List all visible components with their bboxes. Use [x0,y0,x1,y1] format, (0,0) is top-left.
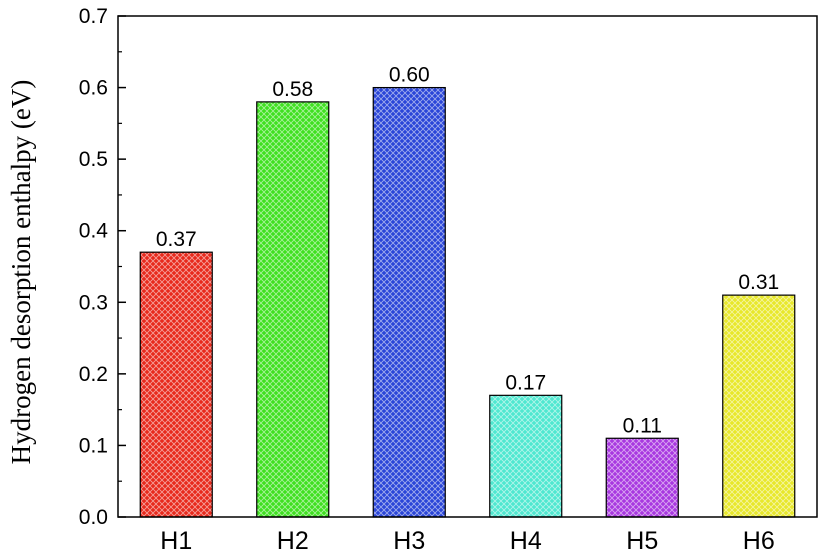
bar-h6 [722,294,796,518]
x-tick-label: H6 [743,527,775,555]
y-tick-label: 0.3 [79,291,108,314]
y-tick-label: 0.7 [79,5,108,28]
x-tick-label: H1 [160,527,192,555]
data-label-h3: 0.60 [389,64,430,87]
data-label-h4: 0.17 [505,371,546,394]
plot-frame [117,15,818,518]
x-tick-label: H3 [393,527,425,555]
data-label-h6: 0.31 [738,271,779,294]
bar-h3 [372,86,446,518]
y-tick-label: 0.4 [79,220,109,243]
x-tick-label: H2 [277,527,309,555]
y-tick-label: 0.6 [79,77,108,100]
x-tick-label: H4 [510,527,542,555]
data-label-h2: 0.58 [272,78,313,101]
bar-h4 [489,394,563,518]
y-tick-label: 0.5 [79,148,108,171]
y-axis-title: Hydrogen desorption enthalpy (eV) [6,80,36,465]
bar-h1 [139,251,213,518]
y-tick-label: 0.1 [79,434,108,457]
y-tick-label: 0.2 [79,363,108,386]
data-label-h1: 0.37 [156,228,197,251]
y-tick-label: 0.0 [79,506,108,529]
data-label-h5: 0.11 [623,414,662,437]
x-tick-label: H5 [626,527,658,555]
bar-h5 [605,437,679,518]
bar-h2 [256,101,330,518]
